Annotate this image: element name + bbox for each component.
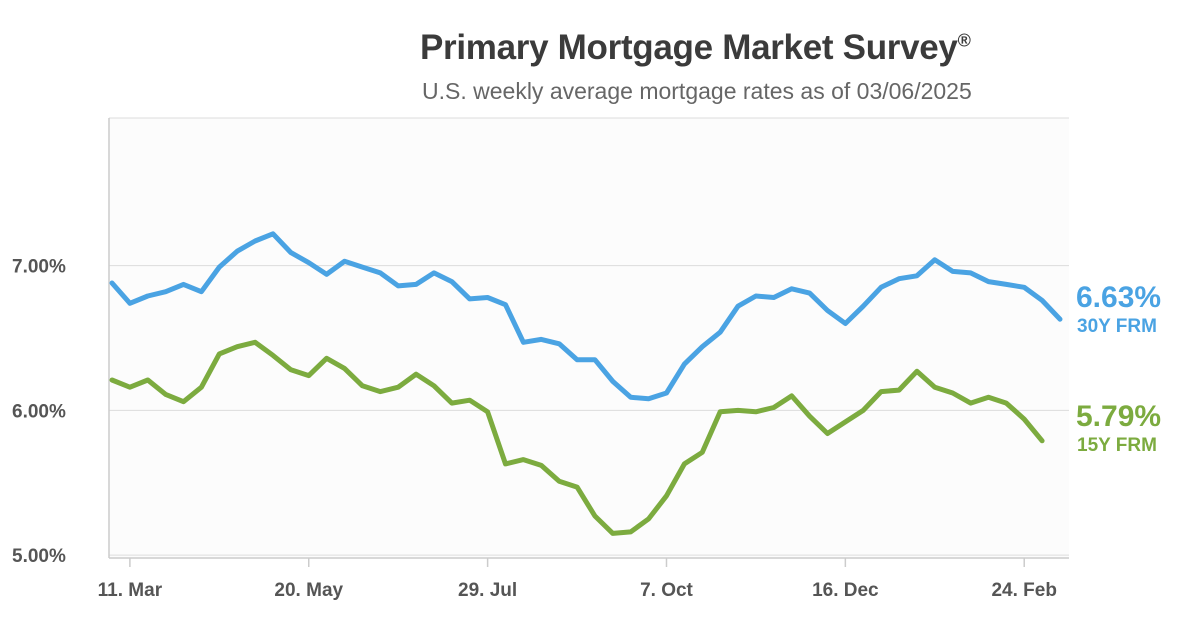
x-tick-label: 24. Feb [991,580,1056,601]
chart-subtitle: U.S. weekly average mortgage rates as of… [422,78,972,104]
y-tick-label: 6.00% [12,401,66,422]
series-line-15y-frm [109,339,1045,536]
series-30y-end-value: 6.63% [1076,281,1162,315]
plot-area [109,118,1069,558]
y-tick-label: 5.00% [12,546,66,567]
x-axis-labels: 11. Mar 20. May 29. Jul 7. Oct 16. Dec 24. Fe… [98,580,1057,601]
chart-title: Primary Mortgage Market Survey® [420,28,971,68]
x-tick-label: 20. May [274,580,343,601]
series-line-30y-frm [109,231,1063,402]
y-axis-labels: 5.00% 6.00% 7.00% [12,257,66,567]
chart-title-text: Primary Mortgage Market Survey [420,28,958,67]
series-15y-end-label: 15Y FRM [1077,434,1157,456]
series-15y-end-value: 5.79% [1076,399,1162,433]
x-tick-label: 11. Mar [98,580,163,601]
registered-mark: ® [957,30,971,51]
axes [108,118,1069,567]
series-30y-end-label: 30Y FRM [1077,316,1157,338]
x-tick-label: 16. Dec [812,580,879,601]
series-lines [109,231,1063,536]
y-tick-label: 7.00% [12,257,66,278]
x-tick-label: 7. Oct [640,580,693,601]
gridlines [109,117,1069,556]
x-tick-label: 29. Jul [458,580,517,601]
